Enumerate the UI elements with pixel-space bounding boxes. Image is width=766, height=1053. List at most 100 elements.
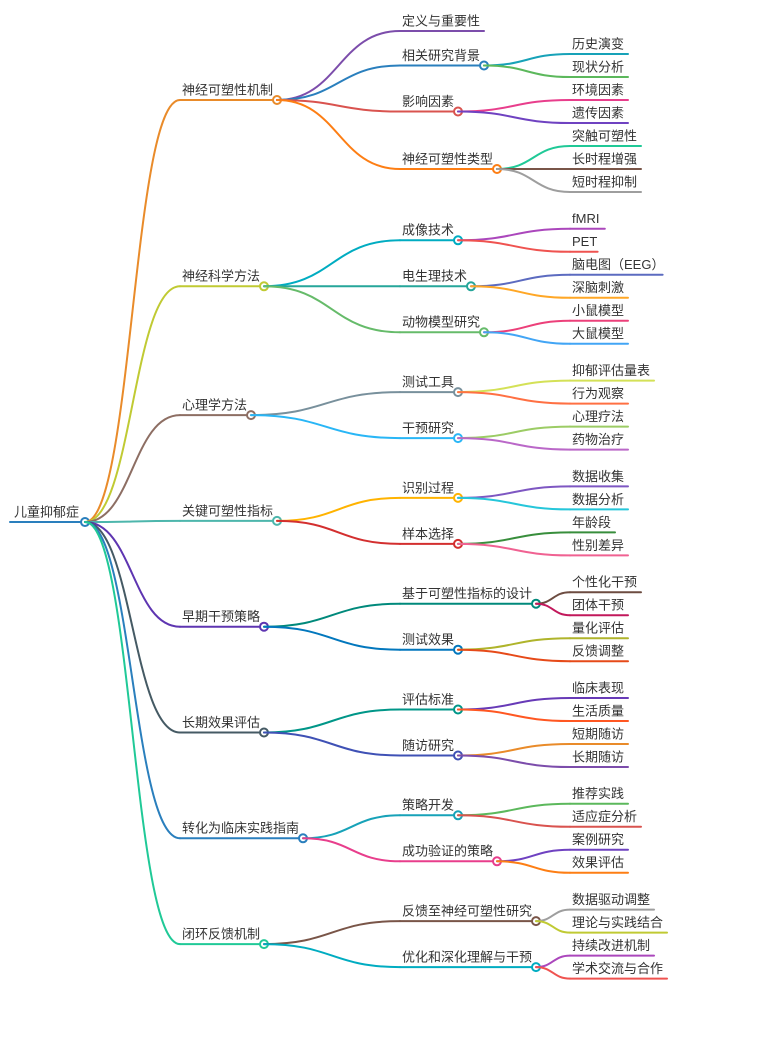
edge [264, 604, 400, 627]
edge [458, 486, 570, 498]
l1-5-label: 长期效果评估 [182, 715, 260, 730]
leaf-3-0-1-label: 数据分析 [572, 492, 624, 507]
l2-2-0-label: 测试工具 [402, 375, 454, 390]
edge [458, 815, 570, 827]
edge [458, 744, 570, 756]
edge [536, 910, 570, 922]
leaf-7-0-1-label: 理论与实践结合 [572, 915, 663, 930]
edge [251, 392, 400, 415]
l1-6-label: 转化为临床实践指南 [182, 821, 299, 836]
leaf-0-3-2-label: 短时程抑制 [572, 174, 637, 189]
l2-1-2-label: 动物模型研究 [402, 315, 480, 330]
l2-3-0-label: 识别过程 [402, 480, 454, 495]
leaf-4-1-0-label: 量化评估 [572, 621, 624, 636]
l2-3-1-label: 样本选择 [402, 526, 454, 541]
edge [251, 415, 400, 438]
leaf-5-0-1-label: 生活质量 [572, 703, 624, 718]
edge [458, 756, 570, 768]
leaf-1-2-0-label: 小鼠模型 [572, 303, 624, 318]
leaf-4-1-1-label: 反馈调整 [572, 644, 624, 659]
edge [484, 66, 570, 78]
edge [277, 498, 400, 521]
leaf-5-1-1-label: 长期随访 [572, 749, 624, 764]
edge [458, 427, 570, 439]
leaf-3-0-0-label: 数据收集 [572, 469, 624, 484]
l1-2-label: 心理学方法 [182, 398, 247, 413]
leaf-6-0-0-label: 推荐实践 [572, 786, 624, 801]
l2-5-0-label: 评估标准 [402, 692, 454, 707]
leaf-0-3-0-label: 突触可塑性 [572, 128, 637, 143]
l2-1-0-label: 成像技术 [402, 223, 454, 238]
leaf-1-0-0-label: fMRI [572, 211, 599, 226]
edge [458, 698, 570, 710]
edge [303, 838, 400, 861]
leaf-5-0-0-label: 临床表现 [572, 680, 624, 695]
edge [458, 650, 570, 662]
leaf-7-0-0-label: 数据驱动调整 [572, 892, 650, 907]
edge [536, 956, 570, 968]
edge [536, 604, 570, 616]
edge [484, 321, 570, 333]
edge [458, 638, 570, 650]
edge [264, 286, 400, 332]
edge [497, 169, 570, 192]
leaf-2-1-1-label: 药物治疗 [572, 432, 624, 447]
leaf-6-0-1-label: 适应症分析 [572, 809, 637, 824]
l2-6-1-label: 成功验证的策略 [402, 844, 493, 859]
leaf-1-1-0-label: 脑电图（EEG） [572, 257, 664, 272]
edge [458, 100, 570, 112]
l2-6-0-label: 策略开发 [402, 798, 454, 813]
l2-4-1-label: 测试效果 [402, 632, 454, 647]
leaf-7-1-0-label: 持续改进机制 [572, 938, 650, 953]
edge [264, 627, 400, 650]
leaf-3-1-0-label: 年龄段 [572, 515, 611, 530]
leaf-7-1-1-label: 学术交流与合作 [572, 961, 663, 976]
edge [536, 921, 570, 933]
edge [536, 967, 570, 979]
edge [85, 100, 180, 522]
l1-3-label: 关键可塑性指标 [182, 503, 273, 518]
edge [458, 229, 570, 241]
edge [85, 522, 180, 944]
l2-0-2-label: 影响因素 [402, 94, 454, 109]
edge [264, 733, 400, 756]
edge [497, 146, 570, 169]
edge [458, 240, 570, 252]
edge [497, 850, 570, 862]
edge [303, 815, 400, 838]
l2-7-1-label: 优化和深化理解与干预 [402, 950, 532, 965]
root-label: 儿童抑郁症 [14, 504, 79, 519]
l2-4-0-label: 基于可塑性指标的设计 [402, 586, 532, 601]
edge [458, 112, 570, 124]
edge [536, 592, 570, 604]
edge [458, 392, 570, 404]
edge [277, 66, 400, 101]
leaf-2-0-0-label: 抑郁评估量表 [572, 363, 650, 378]
leaf-0-2-1-label: 遗传因素 [572, 105, 624, 120]
edge [264, 921, 400, 944]
l1-0-label: 神经可塑性机制 [182, 82, 273, 97]
leaf-3-1-1-label: 性别差异 [572, 538, 624, 553]
l2-0-0-label: 定义与重要性 [402, 13, 480, 28]
edge [471, 286, 570, 298]
leaf-6-1-1-label: 效果评估 [572, 855, 624, 870]
l2-1-1-label: 电生理技术 [402, 269, 467, 284]
edge [277, 521, 400, 544]
l1-1-label: 神经科学方法 [182, 269, 260, 284]
edge [458, 710, 570, 722]
leaf-2-0-1-label: 行为观察 [572, 386, 624, 401]
edge [497, 861, 570, 873]
leaf-5-1-0-label: 短期随访 [572, 726, 624, 741]
leaf-0-3-1-label: 长时程增强 [572, 151, 637, 166]
edge [264, 240, 400, 286]
edge [277, 31, 400, 100]
edge [484, 54, 570, 66]
edge [471, 275, 570, 287]
mindmap-canvas: 儿童抑郁症神经可塑性机制定义与重要性相关研究背景历史演变现状分析影响因素环境因素… [0, 0, 766, 1053]
edge [458, 804, 570, 816]
edge [264, 944, 400, 967]
l2-0-1-label: 相关研究背景 [402, 48, 480, 63]
leaf-4-0-1-label: 团体干预 [572, 598, 624, 613]
l1-7-label: 闭环反馈机制 [182, 927, 260, 942]
edge [85, 286, 180, 522]
